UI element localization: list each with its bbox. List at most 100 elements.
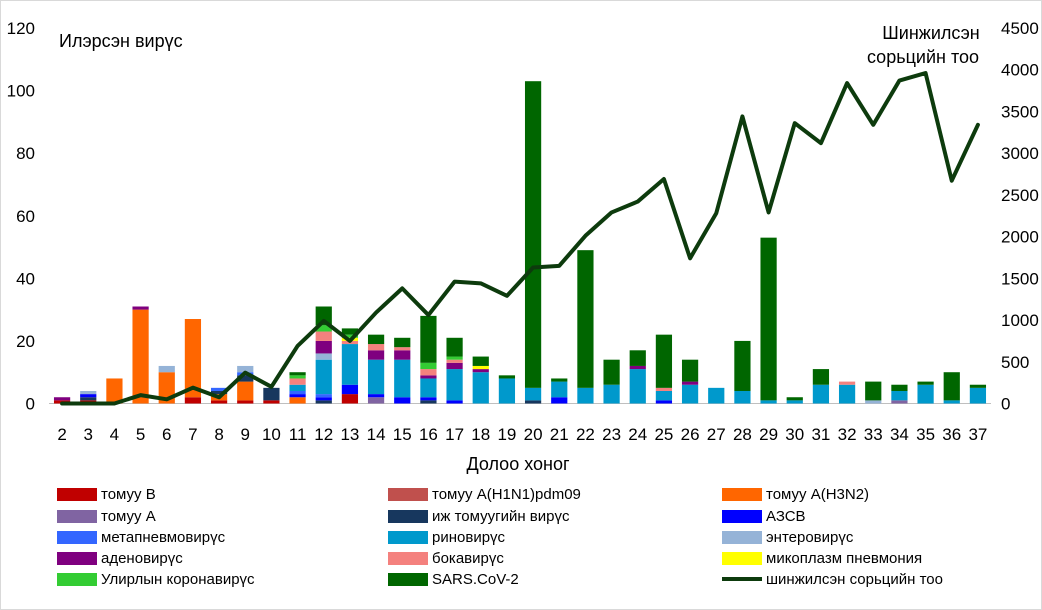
bar-segment-5-series-9 xyxy=(132,306,149,310)
bar-segment-10-series-4 xyxy=(263,387,280,401)
x-tick-label: 4 xyxy=(110,425,119,444)
bar-segment-37-series-13 xyxy=(969,384,987,388)
x-tick-label: 33 xyxy=(864,425,883,444)
bar-segment-3-series-5 xyxy=(80,394,97,398)
bar-segment-31-series-13 xyxy=(812,369,830,385)
legend-swatch xyxy=(388,552,428,565)
x-tick-label: 13 xyxy=(340,425,359,444)
bar-segment-9-series-4 xyxy=(237,375,254,382)
bar-segment-25-series-5 xyxy=(655,400,673,404)
bar-segment-13-series-13 xyxy=(341,328,359,335)
bar-segment-24-series-7 xyxy=(629,369,646,404)
bar-segment-18-series-13 xyxy=(472,356,489,366)
legend-swatch xyxy=(57,531,97,544)
y-left-tick-label: 40 xyxy=(16,269,35,288)
x-tick-label: 19 xyxy=(497,425,516,444)
x-tick-label: 15 xyxy=(393,425,412,444)
bar-segment-11-series-10 xyxy=(289,378,306,385)
ticks-layer: 0 20 40 60 80 100 120 0 500 1000 1500 2000 2500 3000 3… xyxy=(7,19,1039,444)
bar-segment-12-series-10 xyxy=(315,331,332,341)
bar-segment-19-series-7 xyxy=(498,378,516,404)
bar-segment-29-series-7 xyxy=(760,400,777,404)
x-tick-label: 18 xyxy=(471,425,490,444)
bar-segment-17-series-5 xyxy=(446,400,463,404)
bar-segment-31-series-7 xyxy=(812,384,830,404)
x-tick-label: 37 xyxy=(968,425,987,444)
bar-segment-11-series-13 xyxy=(289,372,306,376)
bar-segment-9-series-0 xyxy=(237,400,254,404)
bar-segment-20-series-7 xyxy=(524,387,542,401)
bar-segment-23-series-7 xyxy=(603,384,620,404)
legend-swatch xyxy=(57,510,97,523)
samples-tested-line xyxy=(60,71,980,406)
legend-swatch xyxy=(57,488,97,501)
bar-segment-21-series-13 xyxy=(551,378,568,382)
bar-segment-12-series-7 xyxy=(315,359,332,395)
y-right-tick-label: 3500 xyxy=(1001,102,1039,121)
bar-segment-17-series-10 xyxy=(446,359,463,363)
bar-segment-16-series-7 xyxy=(420,378,437,398)
bar-segment-3-series-4 xyxy=(80,397,97,401)
x-tick-label: 9 xyxy=(241,425,250,444)
bar-segment-34-series-13 xyxy=(891,384,908,391)
bar-segment-35-series-13 xyxy=(917,381,934,385)
x-tick-label: 12 xyxy=(314,425,333,444)
x-tick-label: 7 xyxy=(188,425,197,444)
bar-segment-14-series-7 xyxy=(367,359,385,395)
legend-label: томуу А xyxy=(101,508,156,525)
bar-segment-26-series-13 xyxy=(681,359,699,382)
x-tick-label: 6 xyxy=(162,425,171,444)
legend-label: метапневмовирүс xyxy=(101,529,226,546)
bar-segment-20-series-4 xyxy=(524,400,542,404)
y-axis-right-title-line1: Шинжилсэн xyxy=(882,23,979,43)
bar-segment-12-series-4 xyxy=(315,400,332,404)
bar-segment-21-series-5 xyxy=(551,397,568,404)
x-tick-label: 34 xyxy=(890,425,909,444)
bar-segment-11-series-12 xyxy=(289,375,306,379)
bar-segment-3-series-8 xyxy=(80,390,97,395)
bar-segment-14-series-5 xyxy=(367,394,385,398)
legend-label: риновирүс xyxy=(432,529,506,546)
legend-label: томуу А(H1N1)pdm09 xyxy=(432,486,581,503)
bar-segment-15-series-5 xyxy=(394,397,411,404)
x-tick-label: 22 xyxy=(576,425,595,444)
x-tick-label: 31 xyxy=(811,425,830,444)
x-tick-label: 25 xyxy=(654,425,673,444)
bar-segment-8-series-0 xyxy=(210,400,228,404)
y-right-tick-label: 500 xyxy=(1001,353,1029,372)
x-tick-label: 2 xyxy=(57,425,66,444)
legend-label: иж томуугийн вирүс xyxy=(432,508,570,525)
legend-swatch xyxy=(388,488,428,501)
bar-segment-12-series-5 xyxy=(315,397,332,401)
bar-segment-32-series-7 xyxy=(838,384,856,404)
legend-label: Улирлын коронавирүс xyxy=(101,571,255,588)
bar-segment-15-series-9 xyxy=(394,350,411,360)
y-right-tick-label: 1500 xyxy=(1001,269,1039,288)
legend-label: шинжилсэн сорьцийн тоо xyxy=(766,571,943,588)
x-tick-label: 16 xyxy=(419,425,438,444)
y-right-tick-label: 3000 xyxy=(1001,144,1039,163)
x-tick-label: 23 xyxy=(602,425,621,444)
x-tick-label: 24 xyxy=(628,425,647,444)
bar-segment-12-series-6 xyxy=(315,394,332,398)
bar-segment-32-series-10 xyxy=(838,381,856,385)
bar-segment-25-series-7 xyxy=(655,390,673,401)
bar-segment-9-series-8 xyxy=(237,365,254,373)
legend-label: бокавирүс xyxy=(432,550,504,567)
bar-segment-30-series-13 xyxy=(786,397,803,401)
bar-segment-17-series-9 xyxy=(446,362,463,370)
bar-segment-4-series-2 xyxy=(106,378,123,404)
bar-segment-11-series-6 xyxy=(289,390,306,395)
y-left-tick-label: 20 xyxy=(16,332,35,351)
y-right-tick-label: 4500 xyxy=(1001,19,1039,38)
bar-segment-26-series-7 xyxy=(681,384,699,404)
y-left-tick-label: 60 xyxy=(16,207,35,226)
y-axis-right-title-line2: сорьцийн тоо xyxy=(867,47,979,67)
bar-segment-25-series-13 xyxy=(655,334,673,388)
bar-segment-18-series-11 xyxy=(472,365,489,370)
bar-segment-12-series-13 xyxy=(315,306,332,326)
bar-segment-7-series-2 xyxy=(184,319,202,398)
bar-segment-16-series-5 xyxy=(420,397,437,401)
x-tick-label: 17 xyxy=(445,425,464,444)
